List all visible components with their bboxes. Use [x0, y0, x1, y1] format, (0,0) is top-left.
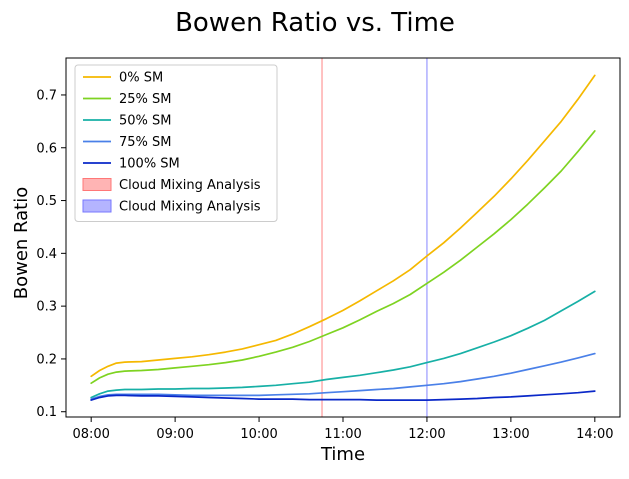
- axes: 08:00 09:00 10:00 11:00 12:00 13:00 14:00 0.1 0.…: [36, 57, 621, 442]
- y-axis-label: Bowen Ratio: [11, 187, 32, 300]
- x-tick-label: 14:00: [576, 427, 613, 442]
- y-tick-label: 0.2: [36, 352, 57, 367]
- series-line-3: [90, 290, 596, 399]
- y-tick-label: 0.1: [36, 405, 57, 420]
- plot-area: [90, 58, 596, 417]
- chart-title: Bowen Ratio vs. Time: [175, 8, 455, 38]
- y-tick-label: 0.7: [36, 88, 57, 103]
- y-tick-label: 0.4: [36, 247, 57, 262]
- legend-box: [74, 64, 278, 222]
- x-tick-label: 08:00: [72, 427, 109, 442]
- series-line-1: [90, 74, 596, 378]
- x-tick-label: 09:00: [156, 427, 193, 442]
- legend-label: 25% SM: [119, 92, 172, 107]
- x-axis-label: Time: [320, 444, 365, 465]
- legend-label: Cloud Mixing Analysis: [119, 178, 261, 193]
- legend-patch-swatch: [82, 199, 112, 213]
- series-line-2: [90, 130, 596, 385]
- legend-label: 75% SM: [119, 135, 172, 150]
- legend-label: 0% SM: [119, 71, 163, 86]
- x-tick-label: 13:00: [492, 427, 529, 442]
- y-tick-label: 0.3: [36, 300, 57, 315]
- legend: 0% SM 25% SM 50% SM 75% SM 100% SM Cloud Mixi…: [74, 64, 278, 222]
- series-line-4: [90, 352, 596, 400]
- legend-label: 50% SM: [119, 114, 172, 129]
- x-tick-label: 12:00: [408, 427, 445, 442]
- series-line-5: [90, 390, 596, 401]
- legend-label: Cloud Mixing Analysis: [119, 200, 261, 215]
- x-tick-label: 11:00: [324, 427, 361, 442]
- x-tick-label: 10:00: [240, 427, 277, 442]
- y-tick-label: 0.6: [36, 141, 57, 156]
- y-tick-label: 0.5: [36, 194, 57, 209]
- legend-label: 100% SM: [119, 157, 180, 172]
- legend-patch-swatch: [82, 178, 112, 191]
